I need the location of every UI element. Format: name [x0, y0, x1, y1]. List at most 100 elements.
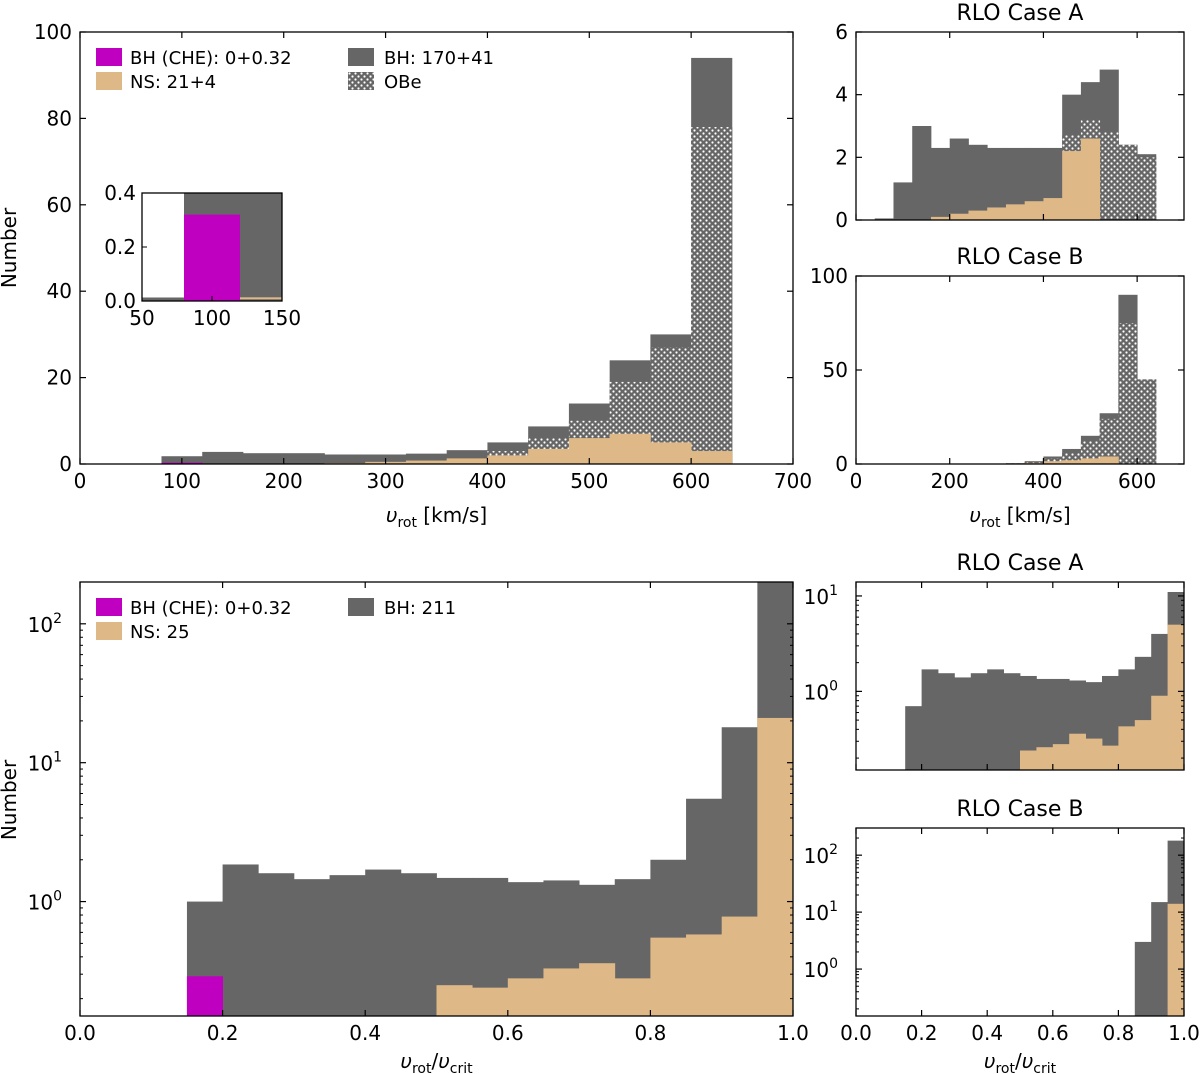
axes-frame-bottom_caseA	[855, 581, 1185, 771]
bar-bh-4	[329, 875, 366, 1016]
bar-bh-0	[905, 706, 922, 770]
panel-title: RLO Case A	[957, 551, 1084, 576]
bar-bh-2	[938, 673, 955, 770]
bar-bh-che--0	[186, 976, 223, 1016]
bar-ns-7	[446, 458, 488, 464]
bar-ns-14	[686, 934, 723, 1016]
bar-bh-1	[202, 451, 244, 464]
bar-ns-11	[1080, 138, 1101, 220]
x-tick-label: 0.2	[906, 1021, 938, 1045]
legend-label-ns: NS: 21+4	[130, 72, 216, 93]
bar-obe-13	[691, 127, 733, 464]
x-tick-label: 400	[1024, 469, 1062, 493]
bar-bh-3	[930, 147, 951, 220]
bar-ns-3	[1062, 460, 1082, 464]
bar-bh-2	[258, 873, 295, 1016]
bar-bh-3	[293, 879, 330, 1016]
y-tick-label: 102	[804, 842, 838, 868]
bar-bh-1	[893, 182, 913, 220]
y-tick-label: 100	[28, 889, 62, 915]
bar-ns-7	[436, 985, 473, 1016]
bar-ns-10	[543, 968, 580, 1016]
legend-swatch-bh-bottom	[348, 598, 374, 616]
bar-bh-0	[874, 218, 894, 220]
axes-frame-top_caseA	[855, 31, 1185, 221]
x-axis-label-bottom: υrot/υcrit	[400, 1049, 473, 1074]
bars-bottom_main	[186, 582, 794, 1016]
y-tick-label: 100	[34, 20, 72, 44]
inset-x-tick-label: 150	[263, 306, 301, 330]
y-tick-label: 40	[47, 279, 72, 303]
bar-bh-5	[365, 869, 402, 1016]
bar-bh-6	[987, 147, 1007, 220]
x-tick-label: 200	[265, 469, 303, 493]
x-tick-label: 600	[672, 469, 710, 493]
bar-ns-8	[1036, 747, 1054, 770]
x-axis-label: υrot [km/s]	[386, 503, 487, 531]
inset-bar-che-0	[184, 214, 240, 301]
x-tick-label: 200	[931, 469, 969, 493]
bar-ns-10	[1069, 733, 1086, 770]
inset-x-tick-label: 100	[193, 306, 231, 330]
bar-bh-7	[1020, 675, 1037, 770]
bar-ns-16	[757, 717, 794, 1016]
bar-ns-11	[609, 433, 651, 464]
inset-y-tick-label: 0.4	[104, 181, 136, 205]
y-tick-label: 101	[804, 899, 838, 925]
bar-bh-1	[921, 669, 939, 770]
bar-ns-12	[1102, 745, 1119, 770]
legend-swatch-ns-bottom	[96, 622, 122, 640]
x-tick-label: 700	[774, 469, 812, 493]
y-tick-label: 0	[835, 208, 848, 232]
bar-ns-7	[1020, 750, 1037, 770]
bar-ns-4	[949, 213, 969, 220]
bar-bh-3	[954, 677, 972, 770]
x-tick-label: 1.0	[777, 1021, 809, 1045]
bar-bh-1	[1151, 902, 1168, 1016]
legend-label-obe: OBe	[384, 72, 422, 93]
y-tick-label: 80	[47, 106, 72, 130]
x-tick-label: 0.2	[207, 1021, 239, 1045]
bars-bottom_caseB	[1134, 840, 1185, 1016]
bar-bh-7	[1005, 147, 1026, 220]
bar-ns-9	[1052, 744, 1070, 770]
bar-ns-12	[650, 442, 692, 464]
x-tick-label: 600	[1118, 469, 1156, 493]
y-tick-label: 4	[835, 83, 848, 107]
bar-ns-12	[614, 978, 651, 1016]
bar-ns-13	[691, 451, 733, 464]
bar-ns-11	[579, 963, 616, 1016]
bar-ns-8	[472, 987, 509, 1016]
y-tick-label: 6	[835, 20, 848, 44]
bars-top_caseA	[874, 69, 1157, 220]
x-tick-label: 0.6	[492, 1021, 524, 1045]
y-tick-label: 50	[823, 358, 848, 382]
legend-label-ns-bottom: NS: 25	[130, 622, 190, 643]
bar-ns-10	[1062, 151, 1082, 220]
bar-obe-5	[1099, 418, 1119, 464]
bar-bh-6	[1003, 673, 1021, 770]
bar-bh-6	[400, 873, 437, 1016]
legend-swatch-obe	[348, 72, 374, 90]
panel-title: RLO Case B	[957, 797, 1084, 822]
bar-bh-2	[242, 453, 285, 464]
bar-ns-8	[1024, 201, 1044, 220]
bar-ns-2	[1167, 903, 1185, 1016]
bar-ns-13	[1118, 726, 1136, 770]
bar-bh-4	[324, 454, 366, 464]
bar-obe-6	[1118, 323, 1138, 464]
y-tick-label: 101	[804, 583, 838, 609]
x-tick-label: 0.4	[349, 1021, 381, 1045]
bar-ns-9	[528, 448, 570, 464]
x-tick-label: 0.4	[971, 1021, 1003, 1045]
bars-top_caseB	[1005, 294, 1157, 464]
bar-ns-5	[1099, 456, 1119, 464]
bar-ns-2	[1043, 461, 1063, 464]
inset-bar-ns-1	[240, 297, 282, 300]
y-tick-label: 0	[59, 452, 72, 476]
bar-ns-14	[1134, 720, 1152, 770]
y-tick-label: 100	[804, 678, 838, 704]
y-tick-label: 101	[28, 750, 62, 776]
x-axis-label-bottom-caseB: υrot/υcrit	[984, 1049, 1057, 1074]
